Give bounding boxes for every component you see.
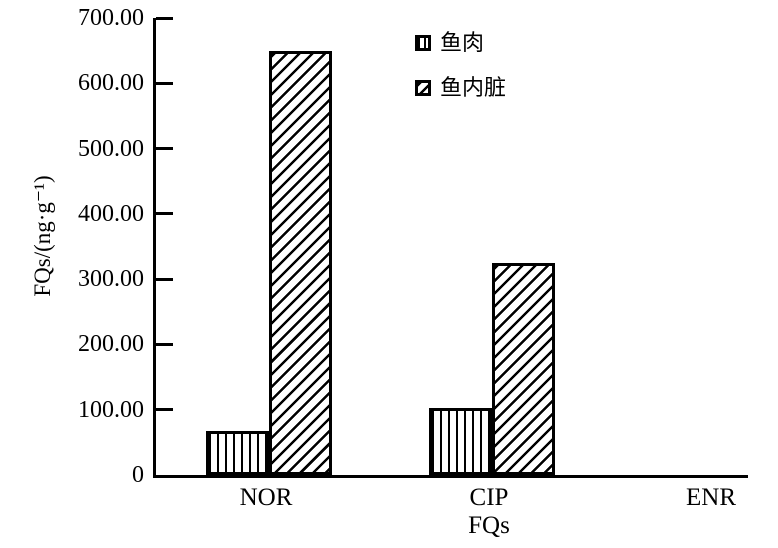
y-axis-tick [156,16,173,20]
bar-鱼肉-NOR [206,430,269,475]
y-tick-label: 100.00 [78,396,144,423]
vertical-hatch-swatch-icon [415,35,431,51]
legend-item-fish-viscera: 鱼内脏 [415,76,506,100]
legend-item-fish-meat: 鱼肉 [415,31,506,55]
x-tick-label-NOR: NOR [239,484,293,511]
y-axis-tick [156,81,173,85]
legend-label-fish-meat: 鱼肉 [440,30,485,55]
y-tick-label: 600.00 [78,70,144,97]
y-tick-label: 400.00 [78,200,144,227]
y-axis-tick [156,147,173,151]
y-tick-label: 0 [132,462,144,488]
bar-鱼肉-CIP [429,408,492,475]
x-tick-label-CIP: CIP [469,484,509,511]
y-axis-tick [156,342,173,346]
y-axis-tick [156,408,173,412]
y-axis-tick [156,212,173,216]
y-tick-label: 700.00 [78,5,144,31]
x-tick-label-ENR: ENR [686,484,736,511]
legend: 鱼肉 鱼内脏 [415,31,506,121]
y-tick-label: 500.00 [78,135,144,162]
bar-鱼内脏-NOR [269,50,332,475]
diagonal-hatch-swatch-icon [415,80,431,96]
plot-area [153,16,748,478]
y-tick-label: 300.00 [78,266,144,293]
y-axis-tick [156,277,173,281]
x-axis-title: FQs [468,512,510,539]
legend-label-fish-viscera: 鱼内脏 [440,75,507,100]
bar-鱼内脏-CIP [492,262,555,475]
y-tick-label: 200.00 [78,331,144,358]
